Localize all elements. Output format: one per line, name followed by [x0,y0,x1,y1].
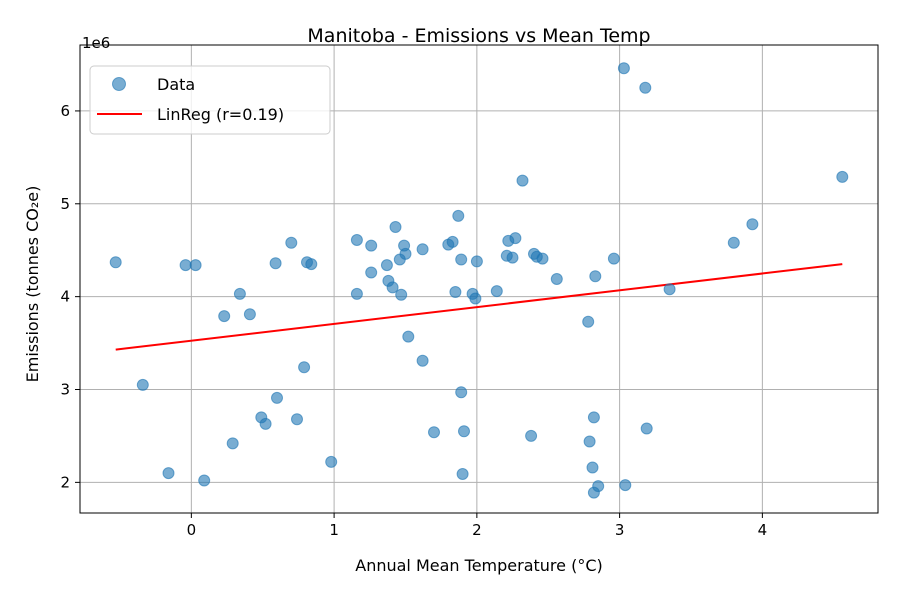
data-point [640,422,653,435]
x-tick-label: 4 [758,521,768,539]
data-point [218,310,231,323]
data-point [469,292,482,305]
data-point [446,235,459,248]
data-point [509,232,522,245]
data-point [455,386,468,399]
x-tick-label: 2 [472,521,482,539]
data-point [189,259,202,272]
y-tick-label: 2 [60,473,70,491]
data-point [136,378,149,391]
data-point [416,243,429,256]
data-point [395,288,408,301]
data-point [583,435,596,448]
data-point [416,354,429,367]
data-point [325,455,338,468]
y-tick-label: 3 [60,381,70,399]
legend-data-marker [112,77,126,91]
data-point [663,283,676,296]
data-point [455,253,468,266]
data-point [271,391,283,404]
data-point [109,256,122,269]
data-point [269,257,282,270]
data-point [587,411,600,424]
data-point [516,174,529,187]
legend-linreg-label: LinReg (r=0.19) [157,105,284,124]
data-point [525,429,538,442]
data-point [291,413,303,426]
x-tick-label: 1 [329,521,339,539]
data-point [506,251,519,264]
data-point [365,266,378,279]
y-offset-label: 1e6 [82,34,110,52]
y-tick-label: 4 [60,288,70,306]
data-point [259,417,272,430]
data-point [452,209,465,222]
y-axis-label: Emissions (tonnes CO₂e) [23,186,42,383]
chart-title: Manitoba - Emissions vs Mean Temp [307,25,650,47]
grid [80,45,878,513]
data-point [470,255,483,268]
data-point [350,287,363,300]
data-point [233,287,246,300]
y-tick-label: 5 [60,195,70,213]
regression-line [115,263,843,351]
data-point [589,270,602,283]
data-point [746,218,759,231]
data-point [243,308,256,321]
data-point [639,81,652,94]
data-point [619,479,632,492]
points-layer [109,62,849,499]
data-point [428,426,440,439]
data-point [607,252,620,265]
data-point [550,273,563,285]
data-point [727,236,740,249]
data-point [350,234,363,246]
data-point [386,281,399,294]
data-point [582,315,595,328]
legend-box [89,65,331,135]
x-axis-label: Annual Mean Temperature (°C) [355,556,602,575]
y-tick-label: 6 [60,102,70,120]
ticks: 0 1 2 3 4 2 3 4 5 6 [60,102,767,539]
data-point [389,221,402,233]
data-point [617,62,630,75]
x-tick-label: 3 [615,521,625,539]
data-point [305,258,318,271]
x-tick-label: 0 [187,521,197,539]
data-point [402,330,415,343]
data-point [586,461,599,474]
data-point [365,239,378,252]
data-point [285,236,298,249]
data-point [592,480,605,493]
data-point [226,437,239,450]
plot-frame [79,44,879,514]
legend-data-label: Data [157,75,195,94]
regression-layer [115,263,843,351]
data-point [399,247,412,260]
data-point [836,170,849,183]
data-point [298,361,311,374]
legend: Data LinReg (r=0.19) [89,65,331,135]
data-point [456,468,469,480]
data-point [536,252,549,265]
data-point [162,467,175,480]
data-point [490,285,503,298]
data-point [380,259,393,272]
data-point [198,474,211,487]
data-point [458,425,470,438]
data-point [449,286,462,298]
data-point [179,259,192,272]
